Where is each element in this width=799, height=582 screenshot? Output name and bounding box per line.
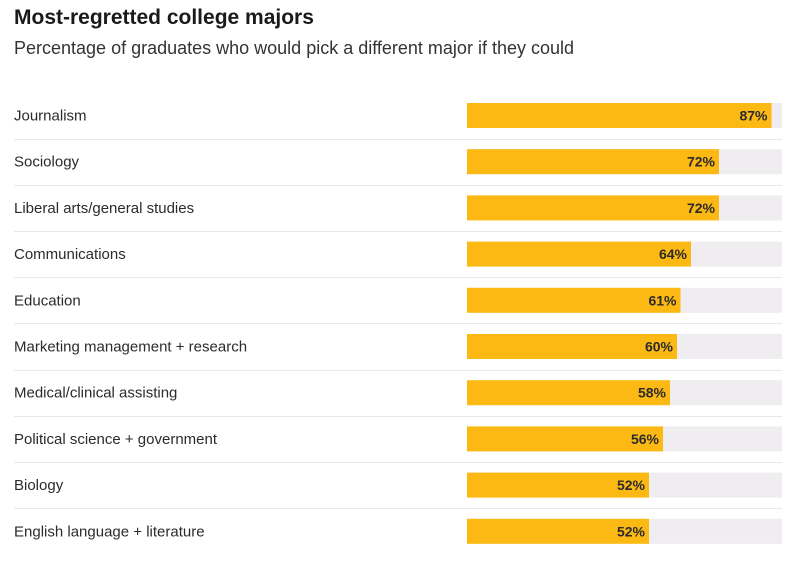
category-label: English language + literature: [14, 523, 205, 540]
value-label: 72%: [687, 200, 716, 216]
chart-title: Most-regretted college majors: [14, 6, 314, 29]
value-label: 64%: [659, 246, 688, 262]
bar-row: Liberal arts/general studies 72%: [14, 195, 782, 232]
bar-row: Biology 52%: [14, 472, 782, 509]
category-label: Sociology: [14, 154, 80, 171]
chart-subtitle: Percentage of graduates who would pick a…: [14, 38, 574, 58]
bar: [467, 518, 649, 544]
bar-row: English language + literature 52%: [14, 518, 782, 544]
category-label: Medical/clinical assisting: [14, 385, 177, 402]
value-label: 72%: [687, 154, 716, 170]
bar: [467, 334, 677, 359]
category-label: Marketing management + research: [14, 339, 247, 356]
category-label: Journalism: [14, 108, 87, 125]
bar-row: Medical/clinical assisting 58%: [14, 380, 782, 417]
bar: [467, 149, 719, 175]
value-label: 56%: [631, 431, 660, 447]
bar: [467, 426, 663, 452]
value-label: 87%: [739, 108, 768, 124]
category-label: Liberal arts/general studies: [14, 200, 194, 217]
bar-row: Marketing management + research 60%: [14, 334, 782, 371]
bar-row: Education 61%: [14, 287, 782, 324]
category-label: Communications: [14, 246, 126, 263]
value-label: 58%: [638, 385, 667, 401]
bar: [467, 241, 691, 267]
category-label: Education: [14, 292, 81, 309]
bar: [467, 195, 719, 221]
bar: [467, 287, 681, 313]
bar: [467, 103, 772, 128]
value-label: 60%: [645, 339, 674, 355]
bar: [467, 472, 649, 498]
bar-row: Political science + government 56%: [14, 426, 782, 463]
category-label: Biology: [14, 477, 64, 494]
value-label: 52%: [617, 523, 646, 539]
value-label: 61%: [648, 292, 677, 308]
bar-row: Communications 64%: [14, 241, 782, 278]
value-label: 52%: [617, 477, 646, 493]
bar-row: Journalism 87%: [14, 103, 782, 140]
bar-row: Sociology 72%: [14, 149, 782, 186]
category-label: Political science + government: [14, 431, 218, 448]
bar: [467, 380, 670, 406]
